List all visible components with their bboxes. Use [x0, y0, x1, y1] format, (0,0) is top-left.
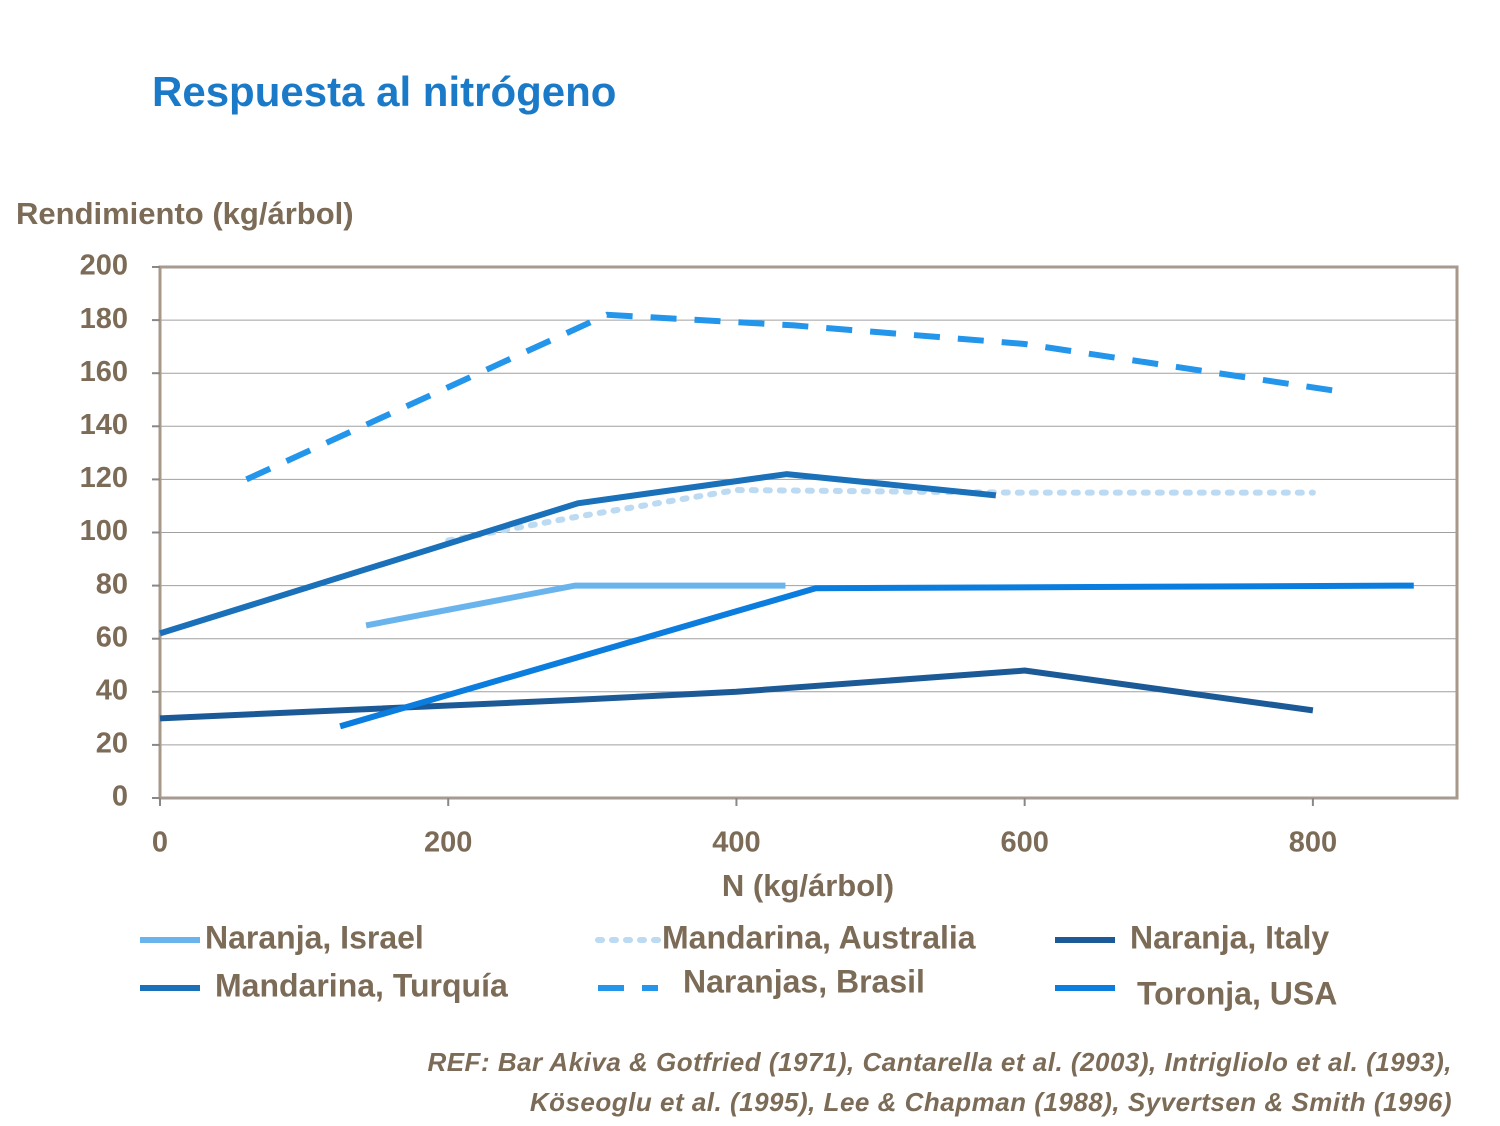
reference-note: Köseoglu et al. (1995), Lee & Chapman (1…	[530, 1087, 1452, 1117]
y-tick-label: 200	[80, 250, 128, 282]
y-axis-label: Rendimiento (kg/árbol)	[16, 196, 354, 231]
series-line	[445, 487, 1316, 544]
legend-label: Mandarina, Australia	[662, 919, 976, 955]
y-tick-label: 40	[96, 674, 128, 706]
x-tick-label: 600	[1000, 827, 1048, 859]
series-line	[365, 582, 786, 629]
series-line	[159, 471, 997, 637]
series-line	[245, 311, 1343, 483]
x-tick-label: 200	[424, 827, 472, 859]
y-tick-label: 180	[80, 303, 128, 335]
x-tick-label: 400	[712, 827, 760, 859]
legend-label: Naranja, Israel	[205, 919, 424, 955]
legend-label: Mandarina, Turquía	[215, 967, 508, 1003]
x-tick-label: 800	[1289, 827, 1337, 859]
legend-label: Naranja, Italy	[1130, 919, 1329, 955]
series-line	[339, 582, 1414, 730]
x-tick-label: 0	[152, 827, 168, 859]
y-tick-label: 60	[96, 621, 128, 653]
series-line	[159, 667, 1314, 722]
y-tick-label: 160	[80, 356, 128, 388]
reference-note: REF: Bar Akiva & Gotfried (1971), Cantar…	[427, 1047, 1452, 1077]
y-tick-label: 20	[96, 728, 128, 760]
legend-label: Naranjas, Brasil	[683, 963, 925, 999]
chart-title: Respuesta al nitrógeno	[152, 68, 616, 115]
y-tick-label: 100	[80, 515, 128, 547]
y-tick-label: 0	[112, 781, 128, 813]
legend-label: Toronja, USA	[1137, 975, 1337, 1011]
y-tick-label: 120	[80, 462, 128, 494]
y-tick-label: 80	[96, 568, 128, 600]
y-tick-label: 140	[80, 409, 128, 441]
x-axis-label: N (kg/árbol)	[722, 868, 894, 903]
